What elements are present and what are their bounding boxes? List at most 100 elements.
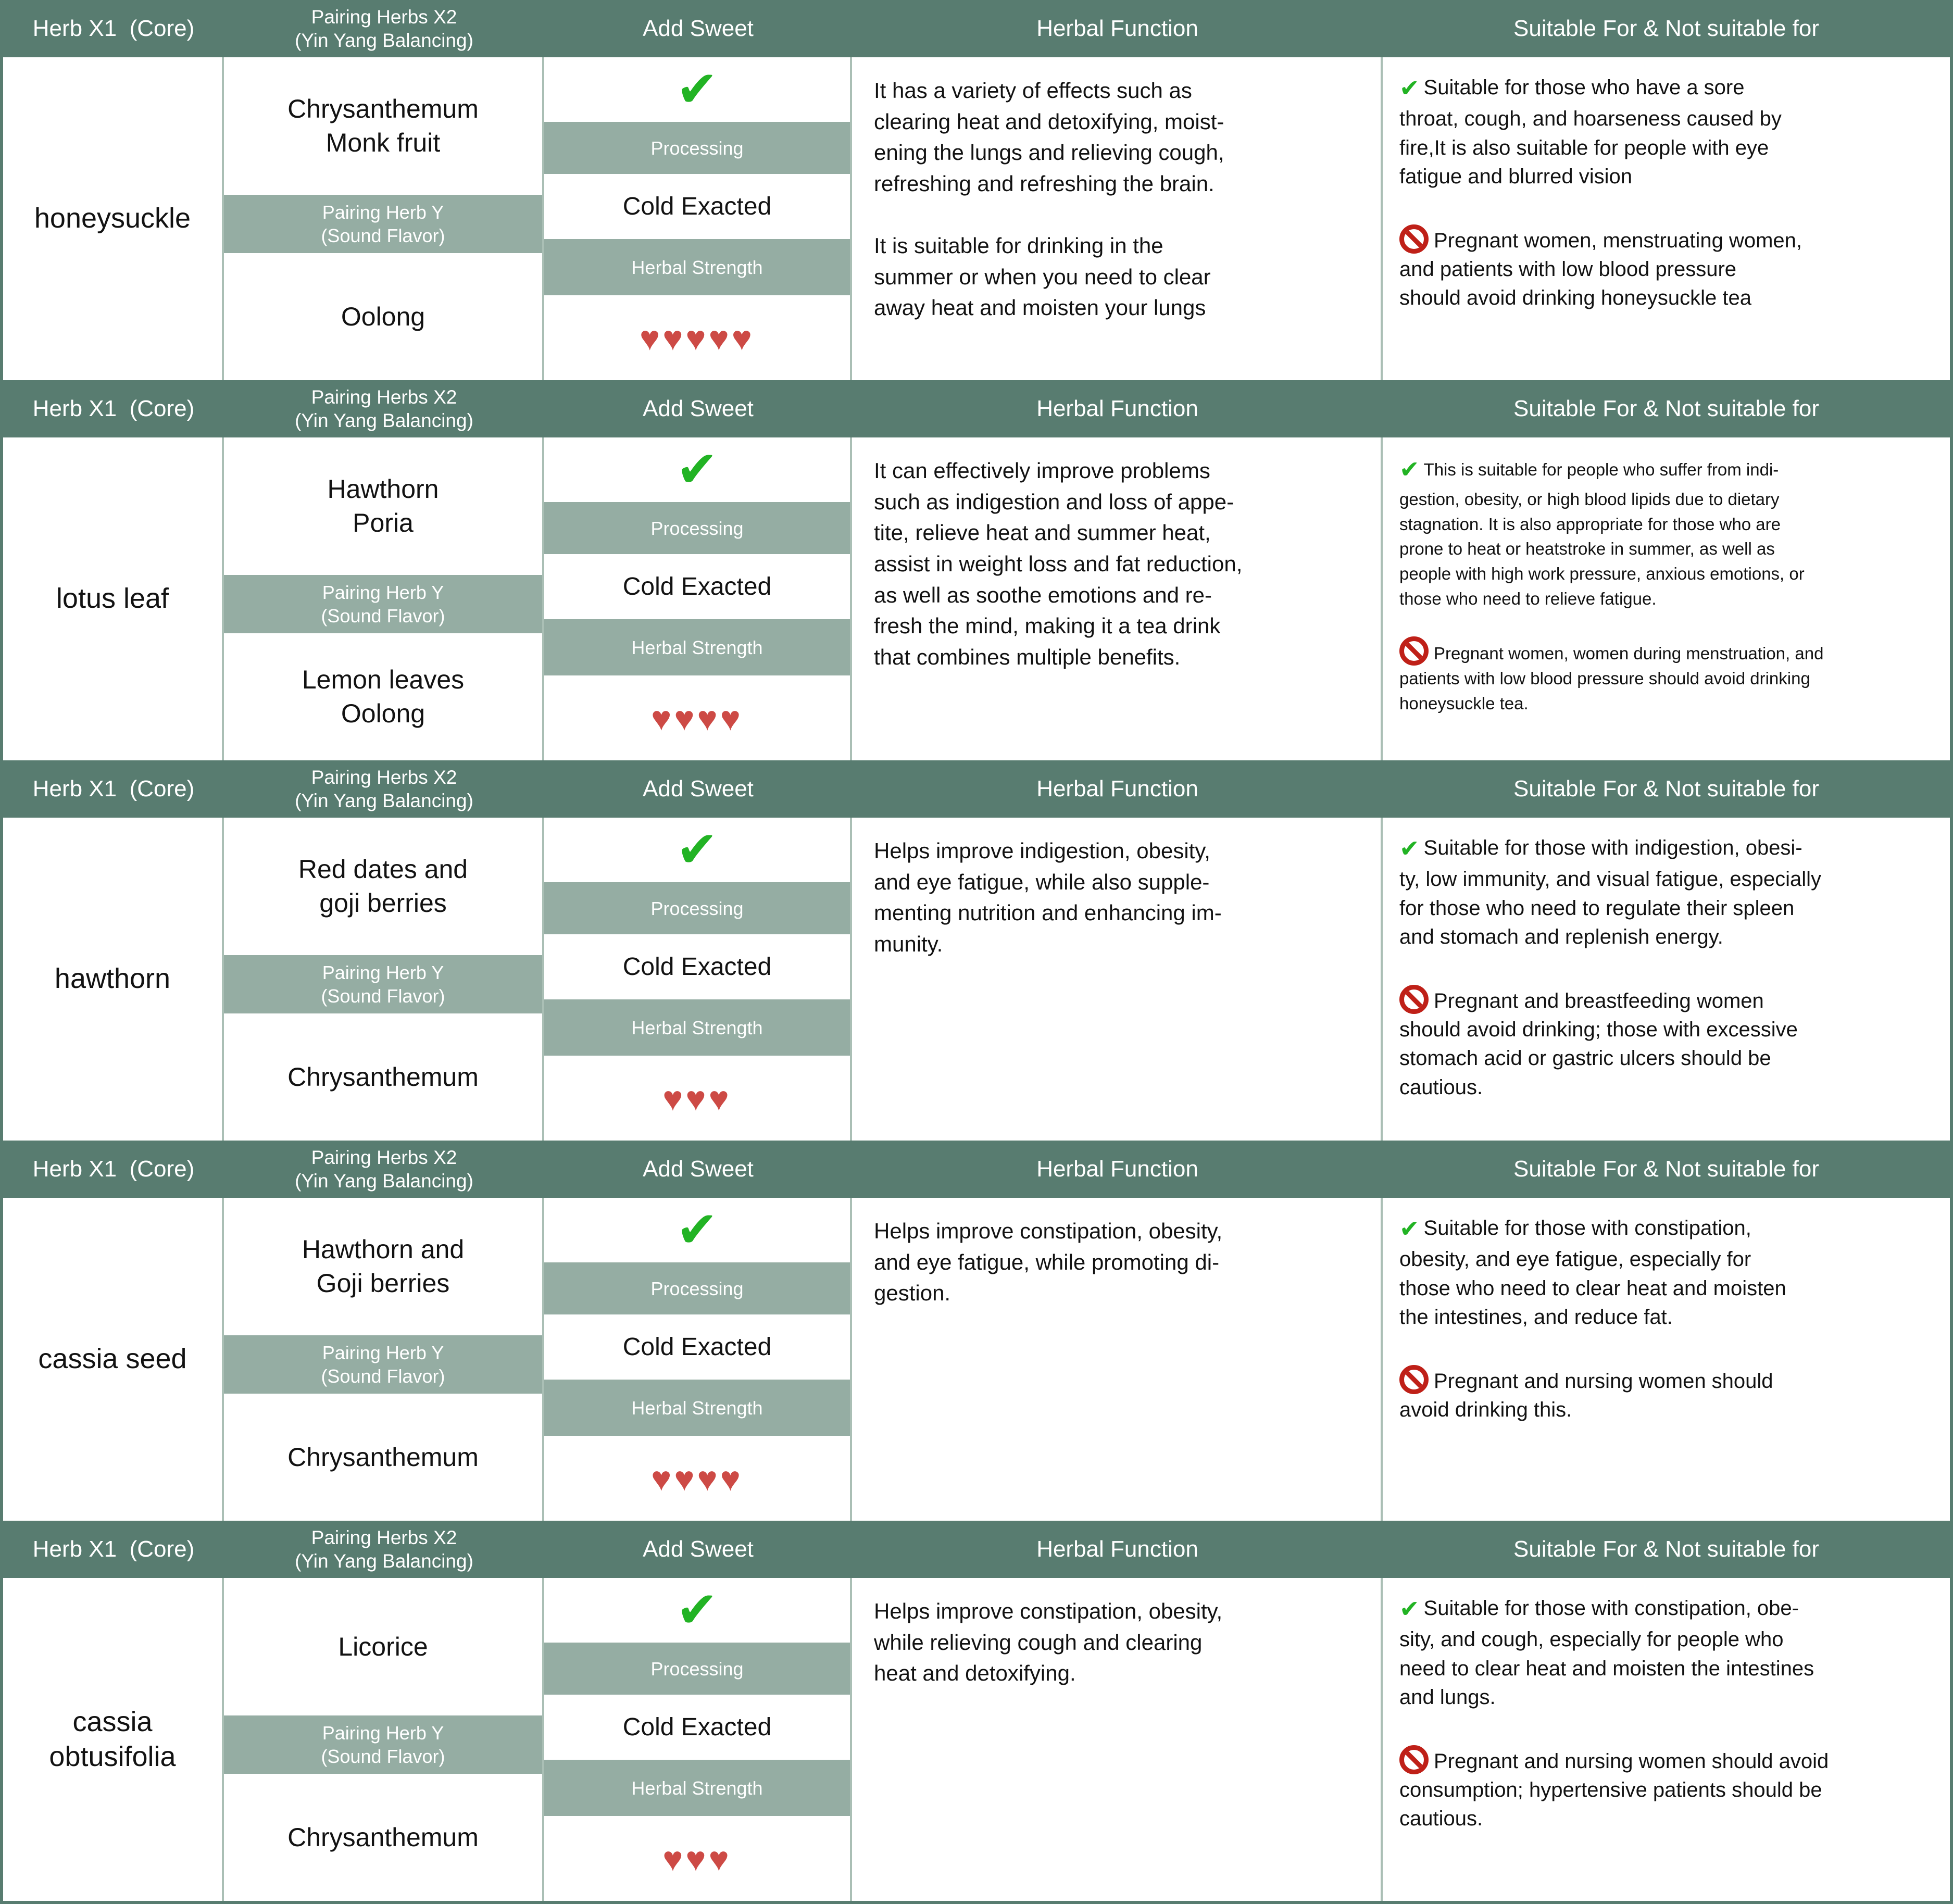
header-cell-function: Herbal Function xyxy=(1036,16,1198,41)
hearts-rating: ♥♥♥♥ xyxy=(651,1459,743,1498)
pairing-herb-y: Chrysanthemum xyxy=(287,1822,479,1852)
suitability-cell: ✔ Suitable for those with indigestion, ob… xyxy=(1383,818,1950,1141)
check-icon: ✔ xyxy=(676,442,718,497)
sweet-check: ✔ xyxy=(544,1578,850,1643)
header-cell-add-sweet: Add Sweet xyxy=(643,396,754,421)
suitable-text: Suitable for those who have a sore throa… xyxy=(1399,76,1782,188)
header-cell-pairing: Pairing Herbs X2 (Yin Yang Balancing) xyxy=(295,766,473,811)
header-cell-add-sweet: Add Sweet xyxy=(643,1536,754,1562)
add-sweet-cell: ✔ Processing Cold Exacted Herbal Strengt… xyxy=(544,57,852,380)
processing-value: Cold Exacted xyxy=(622,1333,772,1361)
header-cell-function: Herbal Function xyxy=(1036,396,1198,421)
header-cell-pairing: Pairing Herbs X2 (Yin Yang Balancing) xyxy=(295,386,473,431)
pairing-herbs: Chrysanthemum Monk fruit xyxy=(287,94,479,157)
section-body-row: cassia obtusifolia Licorice Pairing Herb… xyxy=(3,1578,1950,1901)
add-sweet-cell: ✔ Processing Cold Exacted Herbal Strengt… xyxy=(544,818,852,1141)
add-sweet-cell: ✔ Processing Cold Exacted Herbal Strengt… xyxy=(544,1198,852,1521)
check-icon: ✔ xyxy=(676,1582,718,1638)
herb-name-cell: hawthorn xyxy=(3,818,224,1141)
not-suitable-text: Pregnant women, menstruating women, and … xyxy=(1399,229,1802,310)
not-suitable-text: Pregnant and nursing women should avoid … xyxy=(1399,1370,1773,1422)
not-suitable-block: Pregnant and nursing women should avoid … xyxy=(1399,1365,1936,1424)
herbal-strength-label: Herbal Strength xyxy=(544,619,850,675)
section-body-row: cassia seed Hawthorn and Goji berries Pa… xyxy=(3,1198,1950,1521)
function-text: Helps improve indigestion, obesity, and … xyxy=(874,838,1222,956)
header-cell-function: Herbal Function xyxy=(1036,1156,1198,1182)
herbal-strength-value: ♥♥♥ xyxy=(544,1056,850,1141)
processing-label: Processing xyxy=(544,122,850,174)
header-cell-pairing: Pairing Herbs X2 (Yin Yang Balancing) xyxy=(295,1526,473,1572)
herb-section-cassia-obtusifolia: Herb X1 (Core) Pairing Herbs X2 (Yin Yan… xyxy=(3,1521,1950,1901)
processing-label: Processing xyxy=(544,502,850,554)
herb-name: cassia seed xyxy=(38,1343,187,1375)
header-cell-herb: Herb X1 (Core) xyxy=(32,396,195,421)
hearts-rating: ♥♥♥♥ xyxy=(651,698,743,737)
check-icon: ✔ xyxy=(676,61,718,117)
suitable-block: ✔ Suitable for those who have a sore thro… xyxy=(1399,72,1936,191)
header-cell-herb: Herb X1 (Core) xyxy=(32,1536,195,1562)
herb-section-lotus-leaf: Herb X1 (Core) Pairing Herbs X2 (Yin Yan… xyxy=(3,380,1950,760)
pairing-herb-y: Chrysanthemum xyxy=(287,1062,479,1092)
herbal-strength-value: ♥♥♥♥ xyxy=(544,1436,850,1521)
pairing-herbs: Hawthorn Poria xyxy=(327,474,439,537)
not-suitable-block: Pregnant women, women during menstruatio… xyxy=(1399,636,1936,716)
suitability-cell: ✔ This is suitable for people who suffer … xyxy=(1383,437,1950,760)
pairing-herb-y: Oolong xyxy=(341,302,425,331)
not-suitable-text: Pregnant and nursing women should avoid … xyxy=(1399,1750,1829,1831)
prohibition-icon xyxy=(1399,636,1429,666)
sweet-check: ✔ xyxy=(544,1198,850,1262)
herb-name-cell: honeysuckle xyxy=(3,57,224,380)
add-sweet-cell: ✔ Processing Cold Exacted Herbal Strengt… xyxy=(544,1578,852,1901)
herb-name-cell: cassia seed xyxy=(3,1198,224,1521)
check-icon: ✔ xyxy=(1399,1595,1420,1622)
herb-name-cell: lotus leaf xyxy=(3,437,224,760)
section-header-row: Herb X1 (Core) Pairing Herbs X2 (Yin Yan… xyxy=(3,380,1950,437)
processing-value: Cold Exacted xyxy=(622,193,772,220)
suitable-text: Suitable for those with constipation, ob… xyxy=(1399,1597,1814,1709)
not-suitable-text: Pregnant and breastfeeding women should … xyxy=(1399,989,1798,1099)
herbal-strength-value: ♥♥♥♥♥ xyxy=(544,295,850,380)
header-cell-herb: Herb X1 (Core) xyxy=(32,1156,195,1182)
pairing-herb-y-label: Pairing Herb Y (Sound Flavor) xyxy=(224,1335,542,1394)
function-cell: Helps improve indigestion, obesity, and … xyxy=(852,818,1383,1141)
section-header-row: Herb X1 (Core) Pairing Herbs X2 (Yin Yan… xyxy=(3,0,1950,57)
suitable-block: ✔ This is suitable for people who suffer … xyxy=(1399,452,1936,611)
herb-name: cassia obtusifolia xyxy=(49,1706,176,1773)
suitability-cell: ✔ Suitable for those with constipation, o… xyxy=(1383,1198,1950,1521)
section-body-row: hawthorn Red dates and goji berries Pair… xyxy=(3,818,1950,1141)
herb-name-cell: cassia obtusifolia xyxy=(3,1578,224,1901)
function-text: Helps improve constipation, obesity, and… xyxy=(874,1219,1223,1306)
prohibition-icon xyxy=(1399,1745,1429,1775)
sweet-check: ✔ xyxy=(544,437,850,502)
prohibition-icon xyxy=(1399,985,1429,1014)
add-sweet-cell: ✔ Processing Cold Exacted Herbal Strengt… xyxy=(544,437,852,760)
section-body-row: honeysuckle Chrysanthemum Monk fruit Pai… xyxy=(3,57,1950,380)
herbal-strength-label: Herbal Strength xyxy=(544,239,850,295)
processing-value: Cold Exacted xyxy=(622,573,772,600)
header-cell-herb: Herb X1 (Core) xyxy=(32,776,195,801)
function-text: It can effectively improve problems such… xyxy=(874,458,1243,669)
pairing-herb-y-label: Pairing Herb Y (Sound Flavor) xyxy=(224,1715,542,1774)
processing-label: Processing xyxy=(544,1643,850,1695)
herb-name: lotus leaf xyxy=(56,583,169,615)
pairing-herb-y-label: Pairing Herb Y (Sound Flavor) xyxy=(224,955,542,1013)
herb-name: hawthorn xyxy=(54,963,171,995)
herbal-strength-label: Herbal Strength xyxy=(544,1760,850,1816)
suitable-block: ✔ Suitable for those with constipation, o… xyxy=(1399,1593,1936,1712)
suitability-cell: ✔ Suitable for those who have a sore thro… xyxy=(1383,57,1950,380)
function-cell: It can effectively improve problems such… xyxy=(852,437,1383,760)
header-cell-herb: Herb X1 (Core) xyxy=(32,16,195,41)
not-suitable-block: Pregnant and breastfeeding women should … xyxy=(1399,985,1936,1102)
pairing-cell: Chrysanthemum Monk fruit Pairing Herb Y … xyxy=(224,57,544,380)
header-cell-pairing: Pairing Herbs X2 (Yin Yang Balancing) xyxy=(295,1146,473,1192)
header-cell-function: Herbal Function xyxy=(1036,776,1198,801)
pairing-herb-y: Lemon leaves Oolong xyxy=(302,665,465,728)
header-cell-suitable: Suitable For & Not suitable for xyxy=(1513,1156,1819,1182)
suitable-text: Suitable for those with indigestion, obe… xyxy=(1399,836,1821,948)
header-cell-suitable: Suitable For & Not suitable for xyxy=(1513,776,1819,801)
pairing-herb-y-label: Pairing Herb Y (Sound Flavor) xyxy=(224,575,542,633)
pairing-herb-y: Chrysanthemum xyxy=(287,1442,479,1472)
herbal-strength-value: ♥♥♥ xyxy=(544,1816,850,1901)
processing-value: Cold Exacted xyxy=(622,953,772,981)
